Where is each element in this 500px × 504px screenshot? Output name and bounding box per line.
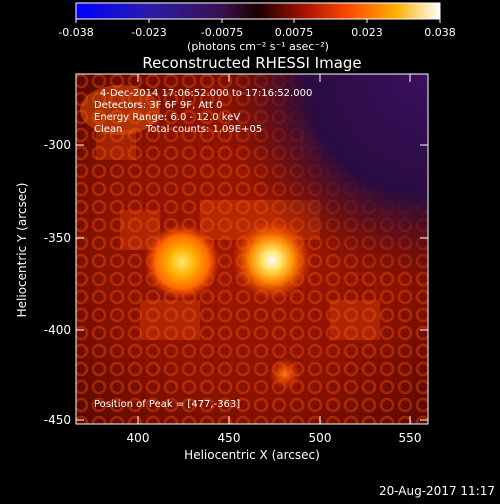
y-axis-ticks xyxy=(76,144,428,421)
colorbar-unit-label: (photons cm⁻² s⁻¹ asec⁻²) xyxy=(187,40,329,53)
timestamp: 20-Aug-2017 11:17 xyxy=(379,484,495,498)
x-tick-label: 500 xyxy=(309,431,332,445)
energy-range-text: Energy Range: 6.0 - 12.0 keV xyxy=(94,112,240,123)
y-tick-label: -350 xyxy=(44,231,71,245)
colorbar xyxy=(75,2,441,20)
colorbar-tick-label: -0.0075 xyxy=(201,26,243,39)
x-axis-ticks xyxy=(137,74,411,424)
total-counts-text: Total counts: 1.09E+05 xyxy=(145,124,262,135)
colorbar-tick-label: 0.038 xyxy=(424,26,456,39)
detectors-text: Detectors: 3F 6F 9F, Att 0 xyxy=(94,100,222,111)
y-tick-label: -450 xyxy=(44,413,71,427)
primary-source-peak xyxy=(232,220,312,300)
colorbar-tick-label: -0.038 xyxy=(58,26,93,39)
y-axis-label: Heliocentric Y (arcsec) xyxy=(15,183,29,318)
x-axis-label: Heliocentric X (arcsec) xyxy=(184,448,320,462)
y-tick-label: -400 xyxy=(44,323,71,337)
time-range-text: 4-Dec-2014 17:06:52.000 to 17:16:52.000 xyxy=(100,88,312,99)
x-tick-label: 550 xyxy=(399,431,422,445)
x-tick-label: 450 xyxy=(218,431,241,445)
colorbar-tick-label: -0.023 xyxy=(131,26,166,39)
x-tick-label: 400 xyxy=(127,431,150,445)
peak-position-text: Position of Peak = [477,-363] xyxy=(94,399,240,410)
colorbar-tick-label: 0.0075 xyxy=(275,26,314,39)
y-tick-label: -300 xyxy=(44,138,71,152)
colorbar-ticks xyxy=(75,19,441,23)
secondary-source xyxy=(144,224,220,300)
rhessi-image xyxy=(76,74,428,424)
algorithm-text: Clean xyxy=(94,124,122,135)
plot-title: Reconstructed RHESSI Image xyxy=(142,54,361,72)
plot-frame xyxy=(75,73,429,425)
colorbar-tick-label: 0.023 xyxy=(351,26,383,39)
